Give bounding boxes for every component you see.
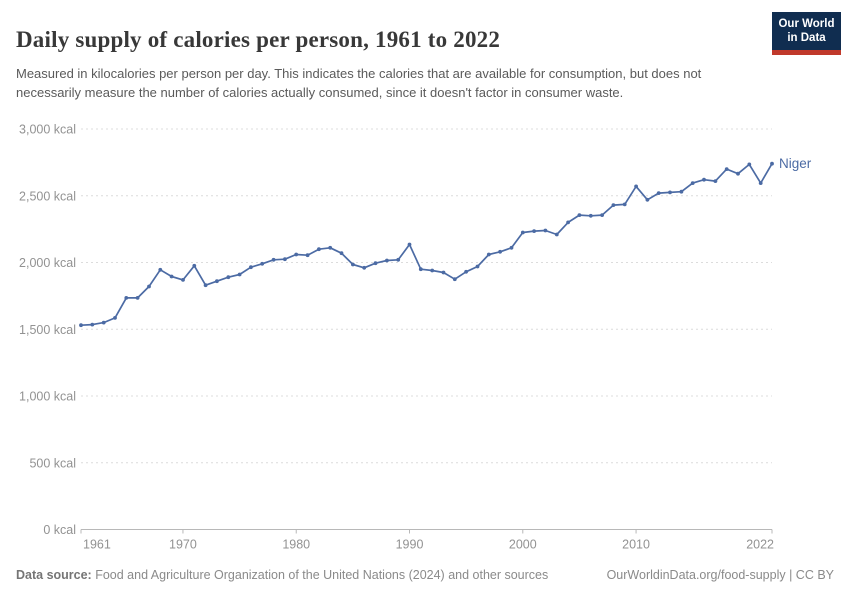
data-point xyxy=(294,252,299,257)
data-point xyxy=(101,320,106,325)
data-point xyxy=(328,245,333,250)
data-point xyxy=(317,247,321,252)
data-point xyxy=(690,181,695,186)
data-point xyxy=(554,232,559,237)
data-point xyxy=(385,258,389,263)
data-point xyxy=(724,167,729,172)
data-point xyxy=(656,191,661,196)
x-axis-tick-label: 1980 xyxy=(282,538,310,552)
data-point xyxy=(79,323,83,328)
data-point xyxy=(249,265,253,270)
data-point xyxy=(600,213,604,218)
data-point xyxy=(747,162,752,167)
data-line xyxy=(80,163,773,327)
data-point xyxy=(758,181,763,186)
y-axis-tick-label: 2,500 kcal xyxy=(19,189,76,203)
data-point xyxy=(181,278,185,282)
data-point xyxy=(418,267,423,272)
y-axis-tick-label: 2,000 kcal xyxy=(19,256,76,270)
data-point xyxy=(362,265,367,270)
data-point xyxy=(520,230,525,235)
data-point xyxy=(566,220,570,225)
y-axis-tick-label: 1,500 kcal xyxy=(19,323,76,337)
data-point xyxy=(543,228,548,233)
y-axis-tick-label: 1,000 kcal xyxy=(19,390,76,404)
data-point xyxy=(158,267,163,272)
data-point xyxy=(668,190,672,195)
data-point xyxy=(577,213,582,218)
data-point xyxy=(498,249,502,254)
data-point xyxy=(588,213,593,218)
data-point xyxy=(713,179,718,184)
x-axis-tick-label: 2010 xyxy=(622,538,650,552)
data-point xyxy=(532,229,536,234)
data-point xyxy=(736,171,740,176)
data-point xyxy=(464,269,468,274)
chart-footer: Data source: Food and Agriculture Organi… xyxy=(16,568,834,582)
series-label-niger: Niger xyxy=(779,156,812,171)
owid-logo-line2: in Data xyxy=(787,32,826,44)
data-source-value: Food and Agriculture Organization of the… xyxy=(91,568,549,582)
data-point xyxy=(203,283,208,288)
owid-url-link[interactable]: OurWorldinData.org/food-supply | CC BY xyxy=(606,568,834,582)
data-point xyxy=(90,322,95,327)
data-source-text: Data source: Food and Agriculture Organi… xyxy=(16,568,548,582)
data-point xyxy=(622,202,627,207)
data-point xyxy=(373,261,378,266)
y-axis-tick-label: 3,000 kcal xyxy=(19,123,76,137)
data-point xyxy=(634,184,638,189)
data-point xyxy=(475,264,480,269)
data-point xyxy=(679,189,684,194)
page-title: Daily supply of calories per person, 196… xyxy=(16,27,501,53)
data-point xyxy=(430,268,435,273)
x-axis-tick-label: 1970 xyxy=(169,538,197,552)
data-point xyxy=(770,161,774,166)
data-point xyxy=(702,177,706,182)
data-point xyxy=(283,257,287,262)
data-point xyxy=(215,279,219,284)
x-axis-tick-label: 1961 xyxy=(83,538,111,552)
data-source-label: Data source: xyxy=(16,568,92,582)
x-axis-tick-label: 1990 xyxy=(396,538,424,552)
data-point xyxy=(124,296,129,300)
data-point xyxy=(396,257,401,262)
data-point xyxy=(339,251,344,256)
data-point xyxy=(486,252,491,257)
data-point xyxy=(441,270,446,275)
owid-logo[interactable]: Our World in Data xyxy=(772,12,841,55)
data-point xyxy=(509,245,514,250)
data-point xyxy=(237,272,242,277)
x-axis-tick-label: 2000 xyxy=(509,538,537,552)
data-point xyxy=(147,284,151,289)
data-point xyxy=(407,242,412,247)
data-point xyxy=(645,197,650,202)
data-point xyxy=(135,296,140,300)
data-point xyxy=(305,253,310,258)
x-axis-tick-label: 2022 xyxy=(746,538,774,552)
data-point xyxy=(611,203,616,208)
chart-subtitle: Measured in kilocalories per person per … xyxy=(16,66,702,100)
owid-logo-line1: Our World xyxy=(778,17,835,30)
data-point xyxy=(192,263,197,268)
data-point xyxy=(351,262,355,267)
data-point xyxy=(260,261,265,266)
data-point xyxy=(113,316,117,320)
data-point xyxy=(271,257,276,262)
y-axis-tick-label: 500 kcal xyxy=(29,456,76,470)
data-point xyxy=(169,274,174,279)
data-point xyxy=(452,277,457,282)
y-axis-tick-label: 0 kcal xyxy=(43,523,76,537)
data-point xyxy=(226,275,231,280)
